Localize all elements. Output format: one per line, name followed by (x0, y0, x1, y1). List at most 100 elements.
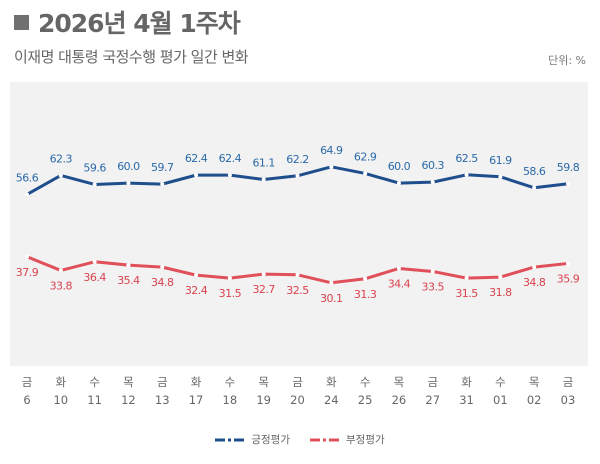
x-tick-day: 화 (56, 375, 67, 389)
x-tick-day: 수 (225, 375, 236, 389)
x-tick-day: 수 (89, 375, 100, 389)
x-tick-day: 금 (22, 375, 33, 389)
data-label: 59.6 (83, 161, 106, 174)
data-point (396, 181, 401, 186)
x-tick-date: 26 (392, 393, 407, 407)
data-label: 60.0 (117, 160, 140, 173)
x-tick-date: 13 (155, 393, 170, 407)
data-label: 62.2 (286, 153, 309, 166)
data-point (532, 265, 537, 270)
x-tick-day: 금 (157, 375, 168, 389)
data-label: 31.5 (455, 287, 478, 300)
x-tick-day: 금 (292, 375, 303, 389)
data-point (498, 275, 503, 280)
data-point (532, 185, 537, 190)
legend-item: 긍정평가 (215, 432, 290, 447)
x-tick-date: 17 (189, 393, 204, 407)
legend-line-icon (215, 438, 246, 441)
data-point (194, 273, 199, 278)
data-point (261, 272, 266, 277)
x-tick-date: 6 (23, 393, 30, 407)
data-point (160, 182, 165, 187)
data-label: 61.9 (489, 154, 512, 167)
title-text: 2026년 4월 1주차 (38, 9, 241, 38)
data-point (329, 280, 334, 285)
data-point (396, 266, 401, 271)
data-point (430, 180, 435, 185)
data-label: 37.9 (16, 266, 39, 279)
data-label: 31.8 (489, 286, 512, 299)
data-label: 62.5 (455, 152, 478, 165)
unit-label: 단위: % (548, 54, 586, 67)
data-point (194, 173, 199, 178)
x-tick-date: 31 (459, 393, 474, 407)
data-label: 34.8 (151, 276, 174, 289)
data-label: 62.4 (185, 152, 208, 165)
data-label: 31.5 (219, 287, 242, 300)
x-tick-day: 목 (394, 375, 405, 389)
chart-subtitle: 이재명 대통령 국정수행 평가 일간 변화 (14, 48, 249, 66)
data-label: 62.3 (50, 152, 73, 165)
data-point (295, 272, 300, 277)
data-point (126, 181, 131, 186)
data-point (227, 173, 232, 178)
x-tick-date: 01 (493, 393, 508, 407)
x-tick-date: 10 (53, 393, 68, 407)
data-point (58, 268, 63, 273)
data-label: 33.8 (50, 279, 73, 292)
data-point (58, 173, 63, 178)
data-label: 60.0 (388, 160, 411, 173)
x-tick-day: 화 (461, 375, 472, 389)
data-label: 32.4 (185, 284, 208, 297)
data-point (363, 171, 368, 176)
x-tick-day: 목 (258, 375, 269, 389)
data-label: 36.4 (83, 271, 106, 284)
data-point (92, 182, 97, 187)
data-point (160, 265, 165, 270)
x-tick-day: 수 (495, 375, 506, 389)
x-tick-date: 11 (87, 393, 102, 407)
data-point (25, 192, 29, 197)
x-tick-date: 25 (358, 393, 373, 407)
x-tick-date: 19 (256, 393, 271, 407)
page-title: 2026년 4월 1주차 (14, 4, 241, 40)
data-label: 33.5 (422, 280, 445, 293)
x-tick-date: 02 (527, 393, 542, 407)
x-tick-day: 목 (123, 375, 134, 389)
data-label: 35.4 (117, 274, 140, 287)
x-tick-date: 18 (223, 393, 238, 407)
x-tick-day: 금 (563, 375, 574, 389)
x-tick-day: 화 (191, 375, 202, 389)
x-tick-date: 12 (121, 393, 136, 407)
data-label: 61.1 (252, 156, 275, 169)
data-label: 58.6 (523, 165, 546, 178)
plot-background (10, 82, 588, 366)
data-point (261, 177, 266, 182)
data-point (363, 276, 368, 281)
data-point (92, 259, 97, 264)
x-tick-date: 24 (324, 393, 339, 407)
x-tick-day: 목 (529, 375, 540, 389)
legend-item: 부정평가 (310, 432, 385, 447)
data-point (498, 174, 503, 179)
data-label: 35.9 (557, 272, 580, 285)
data-point (464, 172, 469, 177)
data-point (430, 269, 435, 274)
legend: 긍정평가 부정평가 (0, 432, 600, 447)
data-label: 60.3 (422, 159, 445, 172)
legend-label: 긍정평가 (251, 434, 290, 446)
data-point (227, 276, 232, 281)
data-point (566, 261, 570, 266)
data-label: 32.7 (252, 283, 275, 296)
data-label: 56.6 (16, 171, 39, 184)
data-label: 59.7 (151, 161, 174, 174)
title-square-icon (14, 14, 29, 30)
data-label: 62.4 (219, 152, 242, 165)
data-label: 59.8 (557, 161, 580, 174)
data-label: 34.4 (388, 277, 411, 290)
data-label: 34.8 (523, 276, 546, 289)
legend-line-icon (310, 438, 340, 441)
x-tick-date: 27 (425, 393, 440, 407)
data-point (295, 173, 300, 178)
